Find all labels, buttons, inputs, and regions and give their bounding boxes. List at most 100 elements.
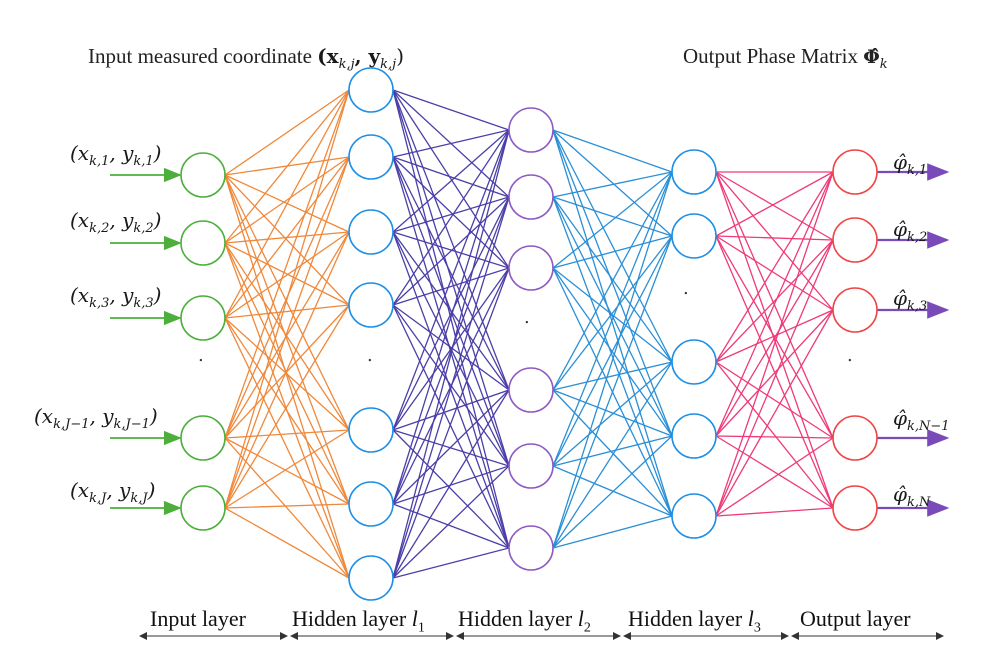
output-label-1: φ̂k,1: [893, 150, 928, 178]
input-node-3: [180, 295, 226, 341]
edge-input-2-hidden1-6: [224, 317, 350, 579]
edge-input-2-hidden1-3: [224, 304, 350, 319]
edge-hidden2-0-hidden3-4: [552, 129, 673, 517]
edge-hidden2-1-hidden3-2: [552, 196, 673, 363]
edge-hidden1-6-hidden2-0: [392, 129, 510, 579]
output-node-3: [832, 287, 878, 333]
edge-hidden2-2-hidden3-2: [552, 267, 673, 363]
edge-hidden3-3-output-0: [715, 171, 834, 437]
edge-hidden1-0-hidden2-2: [392, 89, 510, 269]
output-title: Output Phase Matrix Φ̂k: [683, 44, 888, 72]
edge-hidden2-2-hidden3-1: [552, 235, 673, 269]
edge-hidden1-5-hidden2-5: [392, 503, 510, 549]
edge-input-0-hidden1-6: [224, 174, 350, 579]
network-nodes: [180, 67, 878, 601]
edge-hidden3-3-output-3: [715, 435, 834, 439]
edge-hidden2-5-hidden3-3: [552, 435, 673, 549]
edge-input-4-hidden1-2: [224, 231, 350, 509]
edge-hidden2-5-hidden3-4: [552, 515, 673, 549]
edge-hidden2-3-hidden3-1: [552, 235, 673, 391]
hidden3-node-2: [671, 213, 717, 259]
edge-hidden1-2-hidden2-5: [392, 231, 510, 549]
hidden2-node-3: [508, 245, 554, 291]
hidden2-node-1: [508, 107, 554, 153]
input-ellipsis: .: [198, 345, 204, 366]
edge-input-2-hidden1-0: [224, 89, 350, 319]
output-node-1: [832, 149, 878, 195]
edge-hidden3-2-output-2: [715, 309, 834, 363]
edge-hidden2-4-hidden3-3: [552, 435, 673, 467]
input-node-5: [180, 485, 226, 531]
edge-hidden1-0-hidden2-3: [392, 89, 510, 391]
hidden3-node-5: [671, 493, 717, 539]
edge-hidden1-1-hidden2-0: [392, 129, 510, 158]
hidden1-node-4: [348, 282, 394, 328]
edge-hidden2-1-hidden3-1: [552, 196, 673, 237]
edge-input-0-hidden1-4: [224, 174, 350, 431]
edge-hidden1-1-hidden2-3: [392, 156, 510, 391]
hidden1-node-5: [348, 407, 394, 453]
output-title-text: Output Phase Matrix: [683, 44, 858, 68]
edge-hidden2-5-hidden3-0: [552, 171, 673, 549]
output-layer-label: Output layer: [800, 606, 911, 631]
edge-input-4-hidden1-1: [224, 156, 350, 509]
edge-hidden1-2-hidden2-0: [392, 129, 510, 233]
input-label-1: (xk,1, yk,1): [70, 141, 162, 169]
hidden-layer-2-label: Hidden layer l2: [458, 606, 591, 636]
edge-hidden3-0-output-4: [715, 171, 834, 509]
edge-hidden1-6-hidden2-3: [392, 389, 510, 579]
edge-hidden3-1-output-0: [715, 171, 834, 237]
input-label-2: (xk,2, yk,2): [70, 208, 162, 236]
edge-hidden3-3-output-1: [715, 239, 834, 437]
edge-hidden3-4-output-3: [715, 437, 834, 517]
edge-hidden3-3-output-4: [715, 435, 834, 509]
hidden-layer-1-label: Hidden layer l1: [292, 606, 425, 636]
edge-input-1-hidden1-0: [224, 89, 350, 244]
edge-hidden2-1-hidden3-4: [552, 196, 673, 517]
hidden1-node-1: [348, 67, 394, 113]
hidden1-ellipsis: .: [367, 345, 373, 366]
input-title-math: (xk,j, yk,j): [317, 44, 405, 72]
edge-input-4-hidden1-5: [224, 503, 350, 509]
connection-edges: [224, 89, 834, 579]
edge-input-0-hidden1-5: [224, 174, 350, 505]
edge-input-4-hidden1-6: [224, 507, 350, 579]
input-label-5: (xk,J, yk,J): [70, 478, 156, 506]
edge-hidden1-3-hidden2-3: [392, 304, 510, 391]
edge-hidden2-0-hidden3-3: [552, 129, 673, 437]
edge-input-1-hidden1-1: [224, 156, 350, 244]
input-title-text: Input measured coordinate: [88, 44, 312, 68]
hidden1-node-7: [348, 555, 394, 601]
output-ellipsis: .: [847, 345, 853, 366]
input-layer-label: Input layer: [150, 606, 246, 631]
edge-hidden1-6-hidden2-5: [392, 547, 510, 579]
edge-hidden3-3-output-2: [715, 309, 834, 437]
hidden1-node-6: [348, 481, 394, 527]
edge-hidden1-3-hidden2-1: [392, 196, 510, 306]
hidden2-node-5: [508, 443, 554, 489]
input-label-3: (xk,3, yk,3): [70, 283, 162, 311]
hidden2-node-2: [508, 174, 554, 220]
edge-hidden2-4-hidden3-4: [552, 465, 673, 517]
edge-hidden3-0-output-2: [715, 171, 834, 311]
edge-input-2-hidden1-2: [224, 231, 350, 319]
edge-input-2-hidden1-5: [224, 317, 350, 505]
edge-hidden1-4-hidden2-1: [392, 196, 510, 431]
edge-hidden2-0-hidden3-0: [552, 129, 673, 173]
edge-input-0-hidden1-0: [224, 89, 350, 176]
edge-hidden3-1-output-4: [715, 235, 834, 509]
hidden1-node-3: [348, 209, 394, 255]
edge-hidden1-4-hidden2-3: [392, 389, 510, 431]
edge-hidden1-5-hidden2-1: [392, 196, 510, 505]
edge-hidden3-2-output-3: [715, 361, 834, 439]
edge-hidden1-3-hidden2-0: [392, 129, 510, 306]
edge-hidden3-2-output-4: [715, 361, 834, 509]
edge-input-0-hidden1-3: [224, 174, 350, 306]
input-node-4: [180, 415, 226, 461]
hidden2-node-4: [508, 367, 554, 413]
input-label-4: (xk,J−1, yk,J−1): [34, 404, 158, 432]
edge-hidden2-5-hidden3-2: [552, 361, 673, 549]
edge-input-3-hidden1-2: [224, 231, 350, 439]
edge-hidden1-4-hidden2-0: [392, 129, 510, 431]
